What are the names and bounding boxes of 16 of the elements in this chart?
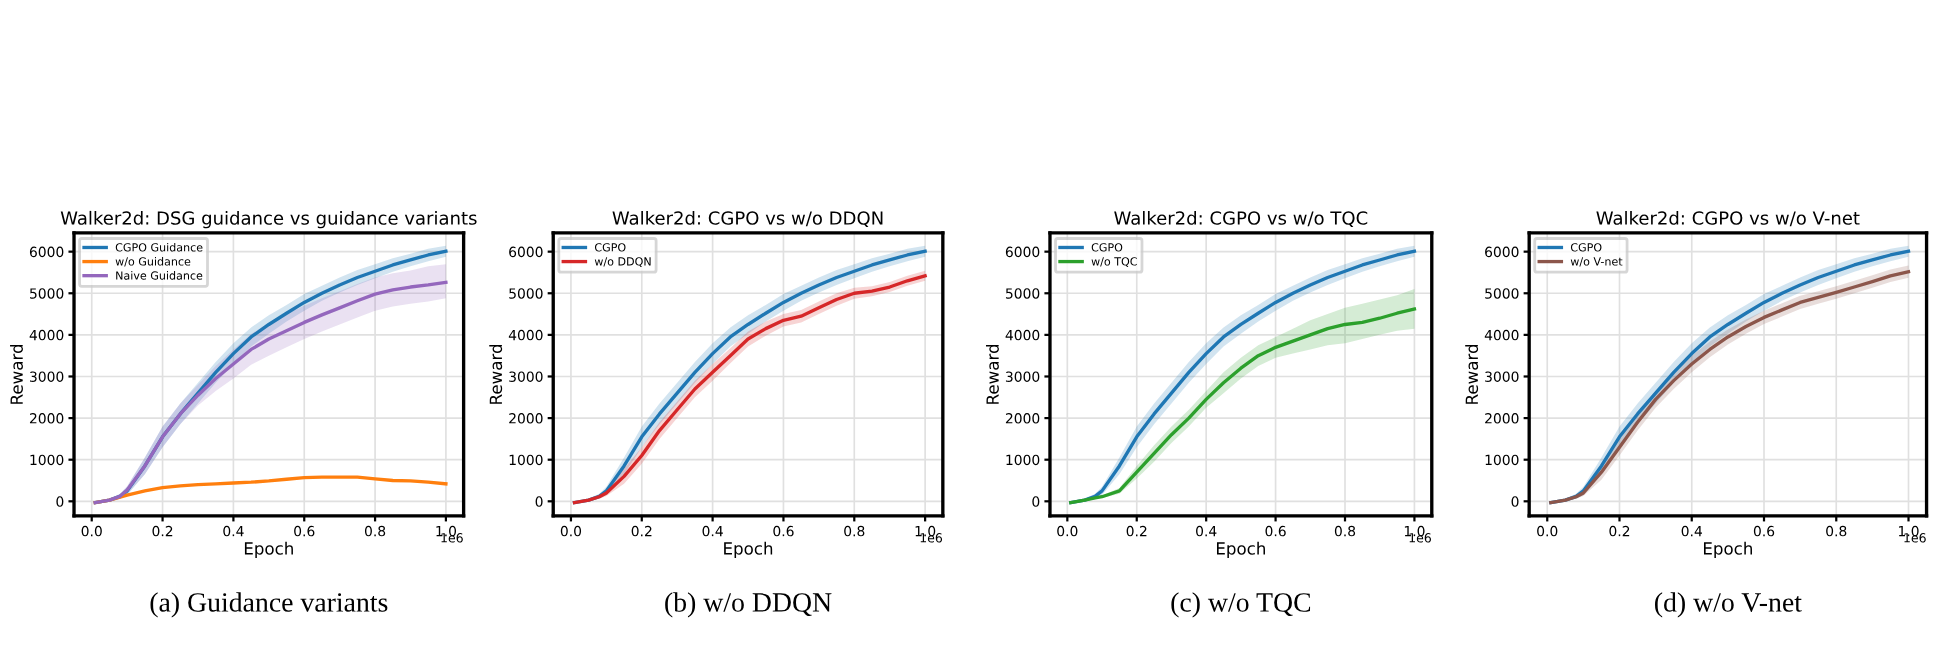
x-axis-title: Epoch xyxy=(1703,541,1752,558)
text: (a) Guidance variants xyxy=(150,592,388,618)
x-axis-title: Epoch xyxy=(724,541,773,558)
chart-title: Walker2d: CGPO vs w/o TQC xyxy=(1114,210,1368,227)
text: (b) w/o DDQN xyxy=(665,592,832,618)
x-axis-title: Epoch xyxy=(1216,541,1265,558)
chart-title: Walker2d: CGPO vs w/o DDQN xyxy=(612,210,883,227)
x-axis-title: Epoch xyxy=(244,541,293,558)
text: (d) w/o V-net xyxy=(1655,592,1802,618)
y-axis-title: Reward xyxy=(1465,344,1479,404)
chart-title: Walker2d: DSG guidance vs guidance variants xyxy=(60,210,477,229)
y-axis-title: Reward xyxy=(10,344,23,404)
text: (c) w/o TQC xyxy=(1171,592,1311,618)
y-axis-title: Reward xyxy=(985,344,999,404)
chart-title: Walker2d: CGPO vs w/o V-net xyxy=(1596,210,1860,227)
y-axis-title: Reward xyxy=(489,344,503,404)
